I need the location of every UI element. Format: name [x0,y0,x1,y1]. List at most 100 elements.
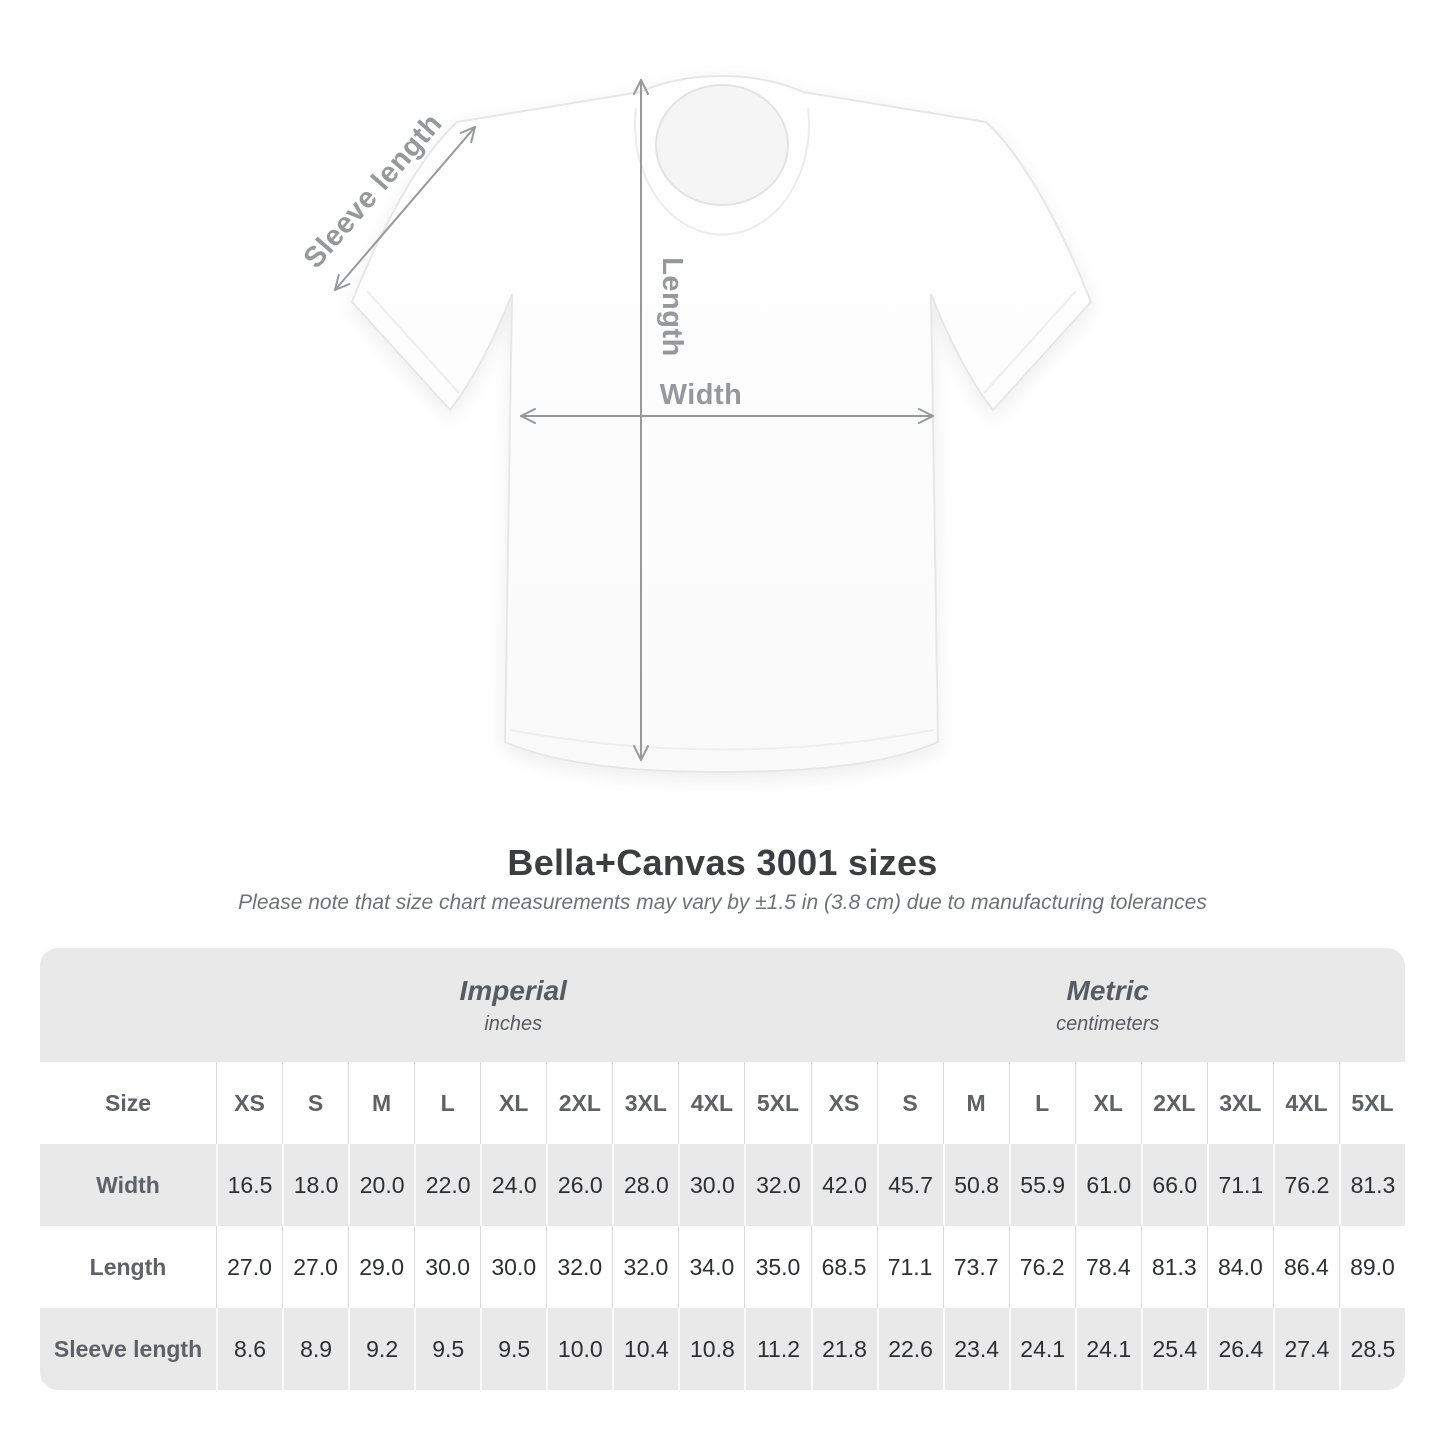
value-cell: 81.3 [1338,1144,1405,1226]
value-cell: 27.4 [1272,1308,1339,1390]
value-cell: 29.0 [348,1226,414,1308]
value-cell: 18.0 [282,1144,348,1226]
value-cell: 76.2 [1008,1226,1075,1308]
sleeve-length-row: Sleeve length 8.6 8.9 9.2 9.5 9.5 10.0 10.4 10.… [40,1308,1405,1390]
size-cell: 2XL [1140,1062,1207,1144]
value-cell: 9.5 [414,1308,480,1390]
size-cell: XS [810,1062,877,1144]
value-cell: 26.0 [546,1144,612,1226]
size-cell: 4XL [678,1062,744,1144]
value-cell: 23.4 [942,1308,1009,1390]
size-cell: 5XL [1338,1062,1405,1144]
size-cell: XS [216,1062,282,1144]
width-row: Width 16.5 18.0 20.0 22.0 24.0 26.0 28.0 30.0 32… [40,1144,1405,1226]
value-cell: 28.5 [1338,1308,1405,1390]
value-cell: 45.7 [876,1144,943,1226]
value-cell: 20.0 [348,1144,414,1226]
value-cell: 35.0 [744,1226,810,1308]
size-cell: L [414,1062,480,1144]
size-cell: M [942,1062,1009,1144]
value-cell: 89.0 [1338,1226,1405,1308]
value-cell: 25.4 [1140,1308,1207,1390]
width-label: Width [660,379,743,411]
value-cell: 9.2 [348,1308,414,1390]
left-cuff-seam [366,290,460,394]
unit-name-metric: Metric [1066,974,1149,1006]
unit-sub-imperial: inches [484,1012,543,1035]
value-cell: 27.0 [216,1226,282,1308]
value-cell: 10.8 [678,1308,744,1390]
tshirt-diagram: Sleeve length Length Width [298,74,1093,774]
value-cell: 26.4 [1206,1308,1273,1390]
tshirt-illustration [350,74,1093,774]
value-cell: 73.7 [942,1226,1009,1308]
unit-name-imperial: Imperial [459,974,567,1006]
value-cell: 50.8 [942,1144,1009,1226]
size-cell: XL [480,1062,546,1144]
value-cell: 68.5 [810,1226,877,1308]
size-cell: 5XL [744,1062,810,1144]
size-cell: 4XL [1272,1062,1339,1144]
sleeve-arrow [334,126,476,291]
value-cell: 55.9 [1008,1144,1075,1226]
neck-opening [655,84,789,206]
value-cell: 27.0 [282,1226,348,1308]
value-cell: 42.0 [810,1144,877,1226]
value-cell: 24.0 [480,1144,546,1226]
value-cell: 22.0 [414,1144,480,1226]
value-cell: 24.1 [1008,1308,1075,1390]
value-cell: 21.8 [810,1308,877,1390]
value-cell: 78.4 [1074,1226,1141,1308]
value-cell: 24.1 [1074,1308,1141,1390]
row-label-length: Length [89,1253,167,1280]
value-cell: 11.2 [744,1308,810,1390]
value-cell: 16.5 [216,1144,282,1226]
right-cuff-seam [983,290,1077,394]
value-cell: 86.4 [1272,1226,1339,1308]
value-cell: 84.0 [1206,1226,1273,1308]
size-header-row: Size XS S M L XL 2XL 3XL 4XL 5XL XS S M L XL 2XL 3XL 4XL… [40,1062,1405,1144]
value-cell: 22.6 [876,1308,943,1390]
value-cell: 32.0 [546,1226,612,1308]
row-label-size: Size [104,1089,152,1116]
size-cell: L [1008,1062,1075,1144]
row-label-width: Width [96,1171,160,1198]
size-cell: 3XL [612,1062,678,1144]
row-label-sleeve-length: Sleeve length [53,1335,203,1362]
length-label: Length [656,257,688,357]
unit-group-imperial: Imperial inches [216,948,811,1062]
tolerance-note: Please note that size chart measurements… [238,891,1207,914]
value-cell: 28.0 [612,1144,678,1226]
measurement-arrows [334,79,934,761]
value-cell: 76.2 [1272,1144,1339,1226]
size-chart-table: Imperial inches Metric centimeters Size … [40,948,1405,1390]
value-cell: 61.0 [1074,1144,1141,1226]
value-cell: 34.0 [678,1226,744,1308]
width-arrow [520,408,934,424]
unit-header-row: Imperial inches Metric centimeters [40,948,1405,1062]
value-cell: 8.9 [282,1308,348,1390]
value-cell: 66.0 [1140,1144,1207,1226]
unit-sub-metric: centimeters [1056,1012,1160,1035]
value-cell: 10.0 [546,1308,612,1390]
value-cell: 30.0 [414,1226,480,1308]
size-cell: 3XL [1206,1062,1273,1144]
page-title: Bella+Canvas 3001 sizes [507,842,938,883]
value-cell: 8.6 [216,1308,282,1390]
value-cell: 30.0 [480,1226,546,1308]
hem-seam [509,729,935,751]
value-cell: 81.3 [1140,1226,1207,1308]
unit-group-metric: Metric centimeters [811,948,1406,1062]
size-cell: S [876,1062,943,1144]
size-cell: XL [1074,1062,1141,1144]
value-cell: 71.1 [876,1226,943,1308]
size-cell: 2XL [546,1062,612,1144]
value-cell: 9.5 [480,1308,546,1390]
length-arrow [633,79,649,761]
value-cell: 71.1 [1206,1144,1273,1226]
value-cell: 32.0 [744,1144,810,1226]
tshirt-body [350,74,1093,774]
size-cell: M [348,1062,414,1144]
value-cell: 32.0 [612,1226,678,1308]
